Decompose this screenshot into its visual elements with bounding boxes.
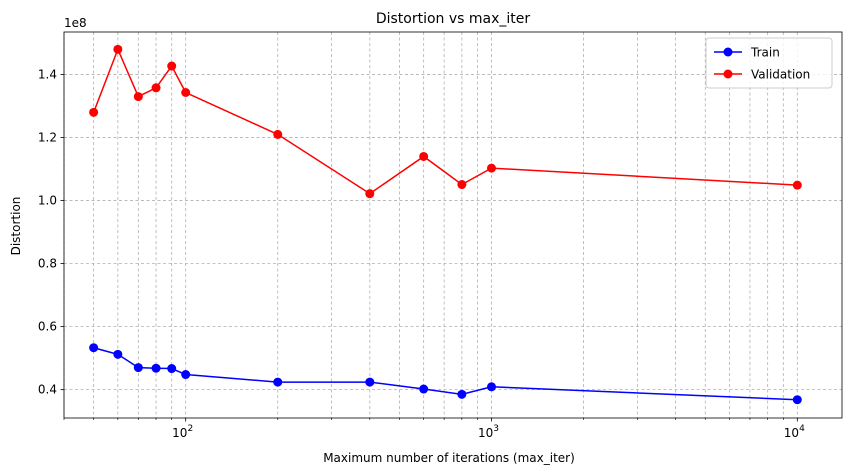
- train-point: [89, 343, 99, 353]
- chart-title: Distortion vs max_iter: [376, 11, 531, 27]
- y-tick-label: 1.4: [38, 68, 57, 82]
- train-point: [792, 395, 802, 405]
- train-point: [113, 349, 123, 359]
- legend-train-marker: [723, 47, 733, 57]
- legend-train-label: Train: [750, 46, 780, 60]
- plot-frame: [63, 31, 843, 419]
- y-tick-label: 1.0: [38, 194, 57, 208]
- legend-validation-marker: [723, 69, 733, 79]
- train-point: [457, 389, 467, 399]
- y-axis-label: Distortion: [9, 197, 23, 256]
- legend: Train Validation: [705, 37, 833, 89]
- validation-point: [457, 180, 467, 190]
- validation-point: [365, 189, 375, 199]
- y-tick-label: 0.4: [38, 383, 57, 397]
- y-offset-label: 1e8: [64, 16, 87, 30]
- train-point: [167, 364, 177, 374]
- validation-point: [151, 83, 161, 93]
- train-point: [365, 377, 375, 387]
- legend-box: [705, 37, 833, 89]
- y-tick-label: 0.6: [38, 320, 57, 334]
- train-point: [133, 363, 143, 373]
- y-tick-label: 0.8: [38, 257, 57, 271]
- validation-point: [273, 129, 283, 139]
- validation-point: [181, 87, 191, 97]
- x-axis-label: Maximum number of iterations (max_iter): [323, 451, 575, 465]
- validation-point: [167, 61, 177, 71]
- legend-validation-label: Validation: [751, 68, 810, 82]
- validation-point: [89, 107, 99, 117]
- train-point: [181, 370, 191, 380]
- validation-point: [113, 44, 123, 54]
- train-point: [273, 377, 283, 387]
- validation-point: [487, 163, 497, 173]
- validation-point: [792, 180, 802, 190]
- y-tick-label: 1.2: [38, 131, 57, 145]
- series-layer: [89, 44, 802, 405]
- validation-point: [419, 151, 429, 161]
- validation-line: [92, 47, 798, 195]
- train-point: [151, 363, 161, 373]
- train-point: [487, 382, 497, 392]
- train-point: [419, 384, 429, 394]
- validation-point: [133, 92, 143, 102]
